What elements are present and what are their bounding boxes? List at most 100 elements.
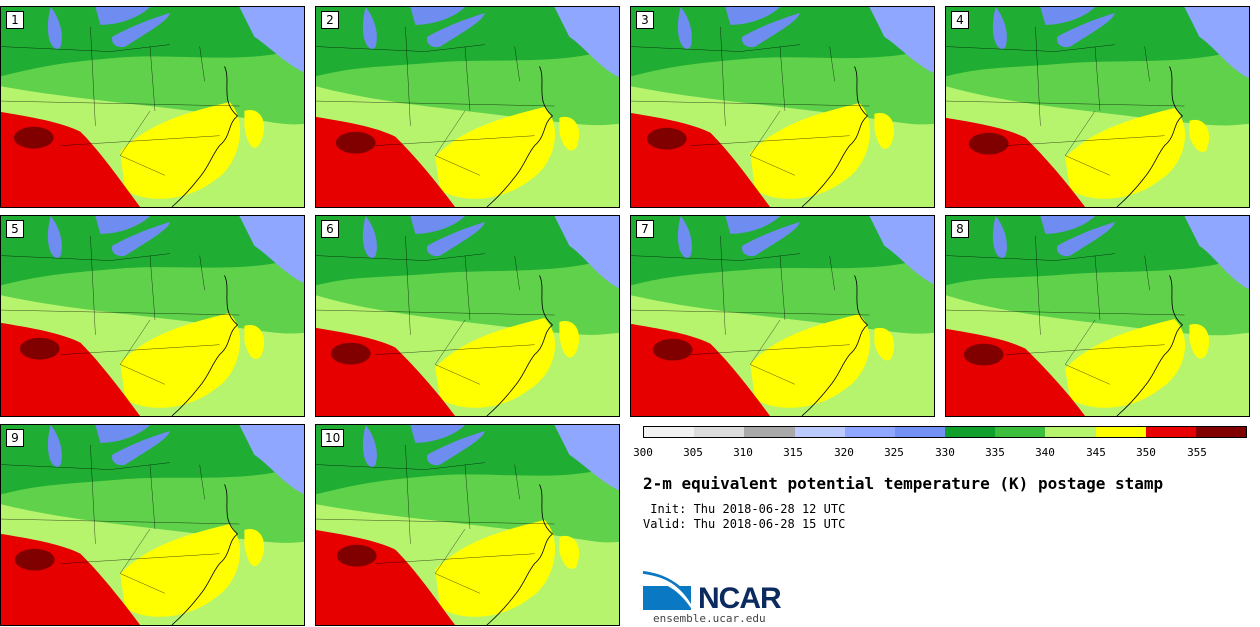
plot-title: 2-m equivalent potential temperature (K)…: [643, 474, 1164, 493]
panel-label: 3: [636, 11, 654, 29]
colorbar-tick: 340: [1035, 446, 1055, 459]
map-field: [946, 7, 1249, 207]
ocean-region: [1184, 7, 1249, 79]
state-boundary: [1, 100, 240, 107]
lake-huron: [725, 7, 781, 25]
panel-label: 1: [6, 11, 24, 29]
field-band: [874, 112, 895, 149]
state-boundary: [434, 319, 481, 385]
lake-michigan: [47, 216, 62, 258]
field-core: [652, 338, 693, 361]
field-band: [244, 324, 265, 360]
state-boundary: [1094, 46, 1101, 111]
ocean-region: [239, 216, 304, 284]
state-boundary: [425, 44, 485, 52]
state-boundary: [316, 309, 555, 316]
ensemble-member-panel: 6: [315, 215, 620, 417]
state-boundary: [90, 235, 96, 335]
state-boundary: [1055, 253, 1115, 261]
state-boundary: [110, 462, 170, 470]
lake-erie-ontario: [111, 12, 170, 48]
state-boundary: [119, 110, 166, 176]
state-boundary: [60, 553, 220, 564]
ensemble-member-panel: 7: [630, 215, 935, 417]
lake-erie-ontario: [426, 12, 485, 48]
coastline: [171, 66, 239, 207]
ocean-region: [869, 7, 934, 74]
ensemble-member-panel: 8: [945, 215, 1250, 417]
field-band: [1, 425, 304, 495]
panel-label: 5: [6, 220, 24, 238]
field-band: [244, 528, 265, 567]
map-field: [316, 216, 619, 416]
panel-label: 2: [321, 11, 339, 29]
state-boundary: [1094, 255, 1101, 320]
field-band: [120, 524, 241, 617]
colorbar-tick: 335: [985, 446, 1005, 459]
field-core: [19, 337, 60, 360]
init-time: Init: Thu 2018-06-28 12 UTC: [643, 502, 846, 516]
state-boundary: [514, 46, 520, 82]
state-boundary: [199, 255, 205, 291]
field-core: [646, 127, 687, 150]
state-boundary: [405, 26, 411, 126]
lake-erie-ontario: [426, 430, 485, 466]
field-band: [946, 7, 1249, 77]
state-boundary: [110, 253, 170, 261]
ensemble-member-panel: 5: [0, 215, 305, 417]
ensemble-member-panel: 2: [315, 6, 620, 208]
field-band: [750, 103, 871, 199]
coastline: [486, 66, 554, 207]
state-boundary: [149, 255, 156, 320]
state-boundary: [405, 235, 411, 335]
state-boundary: [316, 518, 555, 525]
colorbar-segment: [644, 427, 695, 437]
ocean-region: [869, 216, 934, 285]
state-boundary: [316, 100, 555, 107]
coastline: [486, 484, 554, 625]
lake-erie-ontario: [741, 221, 800, 257]
state-boundary: [631, 309, 870, 316]
field-band: [435, 317, 556, 408]
state-boundary: [1055, 44, 1115, 52]
ensemble-member-panel: 1: [0, 6, 305, 208]
map-field: [1, 7, 304, 207]
state-boundary: [149, 464, 156, 529]
state-boundary: [829, 46, 835, 82]
map-field: [946, 216, 1249, 416]
state-boundary: [779, 46, 786, 111]
state-boundary: [316, 464, 426, 470]
lake-michigan: [362, 216, 377, 258]
lake-huron: [1040, 216, 1096, 234]
state-boundary: [690, 135, 850, 146]
colorbar-segment: [794, 427, 845, 437]
state-boundary: [60, 135, 220, 146]
state-boundary: [199, 46, 205, 82]
colorbar-tick: 355: [1187, 446, 1207, 459]
lake-huron: [410, 7, 466, 25]
panel-label: 10: [321, 429, 345, 447]
lake-michigan: [992, 7, 1007, 49]
state-boundary: [749, 319, 796, 385]
state-boundary: [1035, 235, 1041, 335]
ensemble-member-panel: 10: [315, 424, 620, 626]
state-boundary: [90, 26, 96, 126]
state-boundary: [119, 319, 166, 385]
lake-erie-ontario: [111, 430, 170, 466]
field-band: [559, 535, 580, 569]
ocean-region: [239, 425, 304, 495]
coastline: [171, 275, 239, 416]
state-boundary: [405, 444, 411, 544]
state-boundary: [464, 464, 471, 529]
ocean-region: [239, 7, 304, 73]
state-boundary: [1, 309, 240, 316]
state-boundary: [1, 255, 111, 261]
colorbar-segment: [995, 427, 1046, 437]
field-band: [559, 320, 580, 358]
colorbar-segment: [894, 427, 946, 437]
colorbar-tick: 325: [884, 446, 904, 459]
field-band: [1065, 318, 1186, 408]
field-core: [330, 342, 371, 365]
lake-erie-ontario: [741, 12, 800, 48]
state-boundary: [690, 344, 850, 355]
